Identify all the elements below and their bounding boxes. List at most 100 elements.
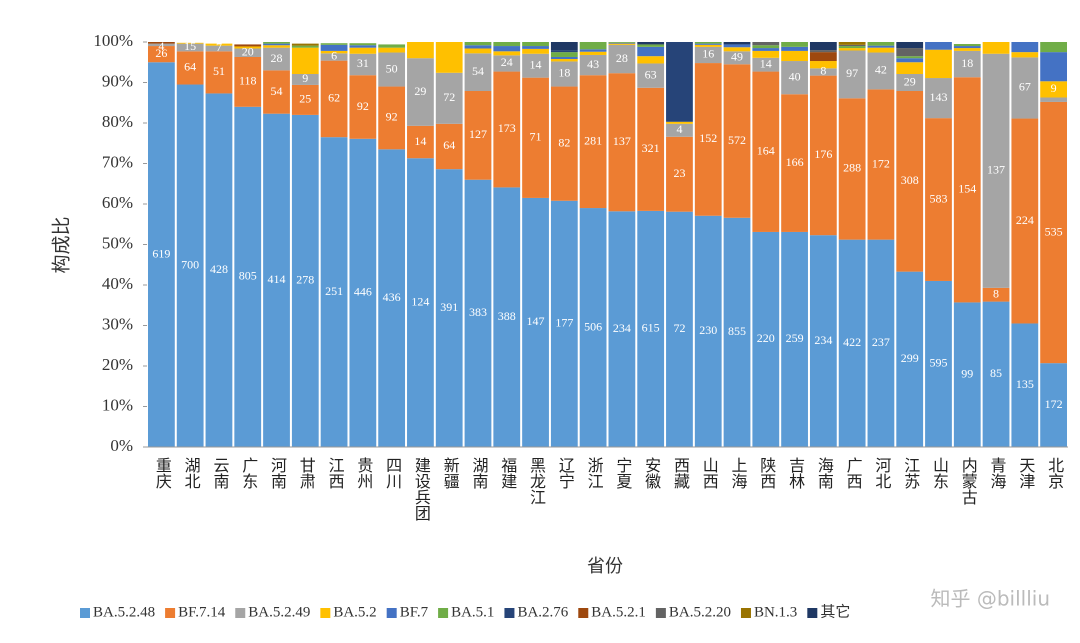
bar-segment (953, 302, 981, 447)
count-label: 29 (904, 74, 916, 88)
bar-segment (637, 210, 665, 447)
bar-segment (867, 47, 895, 53)
bar-segment (579, 51, 607, 55)
bar-segment (550, 42, 578, 51)
legend-swatch (740, 608, 751, 618)
count-label: 7 (216, 40, 222, 54)
count-label: 855 (728, 324, 746, 338)
x-tick-label: 海南 (815, 457, 834, 489)
bar-segment (694, 43, 722, 45)
legend-swatch (655, 608, 666, 618)
y-tick-label: 70% (102, 152, 133, 171)
count-label: 40 (789, 69, 801, 83)
bar-segment (579, 54, 607, 76)
x-tick-label: 江苏 (901, 457, 920, 490)
y-tick-label: 40% (102, 274, 133, 293)
bar-segment (493, 46, 521, 52)
bar-segment (522, 197, 549, 447)
bar-segment (522, 53, 549, 78)
bar-segment (982, 53, 1010, 288)
bar-segment (867, 239, 895, 447)
count-label: 8 (820, 64, 826, 78)
bar-segment (809, 68, 837, 76)
bar-segment (896, 42, 924, 49)
x-tick-label: 安徽 (642, 457, 661, 489)
bar-segment (579, 75, 607, 209)
legend-swatch (320, 608, 331, 618)
bar-segment (637, 46, 665, 57)
legend-label: BA.2.76 (517, 604, 568, 620)
count-label: 43 (587, 57, 599, 71)
legend-swatch (165, 608, 176, 618)
x-tick-label: 河北 (872, 457, 891, 489)
y-tick-label: 90% (102, 71, 133, 90)
bar-segment (1011, 52, 1039, 58)
bar-segment (291, 73, 319, 85)
bar-segment (752, 45, 780, 49)
x-tick-label: 内蒙古 (959, 457, 978, 505)
count-label: 28 (616, 51, 628, 65)
bar-segment (464, 179, 492, 447)
count-label: 6 (331, 49, 337, 63)
x-tick-label: 北京 (1045, 457, 1064, 490)
bar-segment (666, 42, 693, 122)
bar-segment (637, 63, 665, 88)
bar-segment (608, 42, 636, 44)
bar-segment (493, 55, 521, 72)
bar-segment (464, 45, 492, 49)
bar-segment (493, 187, 521, 447)
x-tick-label: 云南 (210, 457, 229, 489)
bar-segment (234, 44, 262, 47)
bar-segment (1040, 363, 1067, 447)
count-label: 436 (383, 290, 401, 304)
y-tick-label: 100% (93, 31, 133, 50)
count-label: 54 (271, 84, 283, 98)
bar-segment (637, 44, 665, 47)
bar-segment (608, 73, 636, 212)
bar-segment (838, 42, 866, 45)
bar-segment (752, 71, 780, 232)
bar-segment (550, 56, 578, 60)
count-label: 99 (961, 366, 973, 380)
legend-swatch (504, 608, 515, 618)
count-label: 619 (152, 246, 170, 260)
bar-segment (579, 49, 607, 52)
bar-segment (723, 42, 751, 45)
bar-segment (176, 42, 204, 44)
count-label: 237 (872, 335, 890, 349)
legend-swatch (438, 608, 449, 618)
bar-segment (752, 48, 780, 51)
count-label: 18 (961, 56, 973, 70)
bar-segment (176, 84, 204, 448)
bar-segment (1011, 323, 1039, 447)
count-label: 16 (702, 47, 714, 61)
count-label: 24 (501, 55, 513, 69)
bar-segment (896, 58, 924, 63)
bar-segment (982, 42, 1010, 54)
bar-segment (838, 48, 866, 51)
bar-segment (982, 301, 1010, 447)
count-label: 152 (699, 131, 717, 145)
bar-segment (320, 60, 348, 138)
bar-segment (723, 47, 751, 52)
bar-segment (320, 44, 348, 51)
x-tick-label: 河南 (268, 457, 287, 489)
count-label: 615 (642, 321, 660, 335)
bar-segment (320, 43, 348, 45)
bar-segment (522, 42, 549, 47)
bar-segment (838, 46, 866, 49)
x-tick-label: 黑龙江 (527, 457, 546, 505)
bar-segment (809, 50, 837, 53)
bar-segment (1011, 118, 1039, 324)
y-tick-label: 80% (102, 112, 133, 131)
bar-segment (550, 200, 578, 447)
x-tick-label: 建设兵团 (412, 457, 431, 521)
bar-segment (781, 231, 808, 447)
legend-label: BN.1.3 (754, 604, 797, 620)
bar-segment (953, 77, 981, 303)
bar-segment (666, 121, 693, 124)
bar-segment (550, 50, 578, 53)
bar-segment (263, 45, 290, 48)
bar-segment (953, 46, 981, 49)
bar-segment (1011, 57, 1039, 119)
